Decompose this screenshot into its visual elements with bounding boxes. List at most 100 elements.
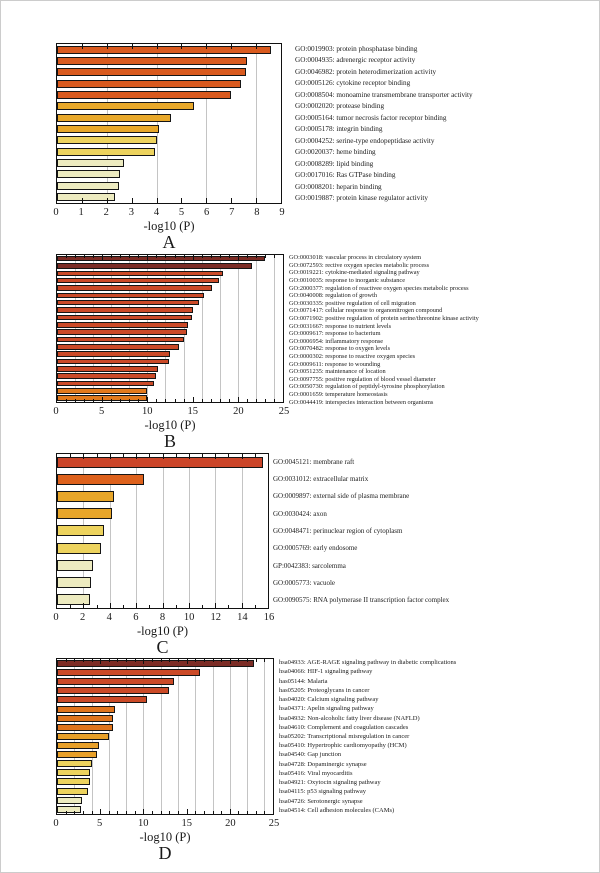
axis-tick-mark: [238, 811, 240, 814]
bar: [57, 696, 147, 704]
bar: [57, 102, 194, 111]
axis-tick-mark: [65, 659, 67, 662]
category-label: GO:0031667: response to nutrient levels: [289, 322, 599, 330]
axis-tick-mark: [186, 659, 188, 664]
category-label: GO:0019903: protein phosphatase binding: [295, 43, 599, 55]
axis-tick-mark: [156, 44, 158, 49]
bar: [57, 732, 109, 740]
axis-tick-mark: [75, 399, 77, 402]
bar: [57, 170, 121, 179]
axis-tick-mark: [192, 255, 194, 260]
category-label-text: GO:0072593: rective oxygen species metab…: [289, 261, 430, 269]
x-axis-tick-label: 10: [137, 818, 149, 829]
category-label: GO:0008201: heparin binding: [295, 181, 599, 193]
category-label: GO:0071417: cellular response to organon…: [289, 307, 599, 315]
category-label-text: GP:0042383: sarcolemma: [273, 561, 346, 570]
axis-tick-mark: [264, 399, 266, 402]
axis-tick-mark: [237, 397, 239, 402]
axis-tick-mark: [215, 454, 217, 459]
category-label-text: hsa05410: Hypertrophic cardiomyopathy (H…: [279, 742, 407, 750]
bar: [57, 760, 92, 768]
bar: [57, 285, 213, 291]
axis-tick-mark: [165, 399, 167, 402]
bar: [57, 147, 156, 156]
axis-tick-mark: [117, 811, 119, 814]
axis-tick-mark: [229, 659, 231, 664]
axis-tick-mark: [273, 399, 275, 402]
label-column: GO:0003018: vascular process in circulat…: [289, 254, 599, 406]
gridline: [183, 255, 185, 402]
axis-tick-mark: [177, 811, 179, 814]
category-label-text: GO:0048471: perinuclear region of cytopl…: [273, 526, 403, 535]
bar-row: [57, 723, 273, 732]
category-label: GO:0005769: early endosome: [273, 540, 599, 557]
category-label-text: has05205: Proteoglycans in cancer: [279, 686, 370, 694]
axis-tick-mark: [100, 659, 102, 664]
axis-tick-mark: [273, 255, 275, 258]
bar: [57, 388, 148, 394]
gridline: [147, 255, 149, 402]
x-axis-tick-label: 12: [210, 612, 222, 623]
x-axis-tick-label: 5: [96, 818, 103, 829]
category-label: GO:0070482: response to oxygen levels: [289, 345, 599, 353]
bar-row: [57, 255, 283, 262]
panel-letter: A: [162, 232, 176, 252]
category-label: hsa04933: AGE-RAGE signaling pathway in …: [279, 658, 599, 667]
axis-tick-mark: [134, 659, 136, 662]
axis-tick-mark: [206, 198, 208, 203]
bar: [57, 307, 193, 313]
bar-row: [57, 135, 281, 146]
axis-tick-mark: [188, 454, 190, 459]
bar: [57, 125, 160, 134]
category-label-text: GO:0009617: response to bacterium: [289, 330, 381, 338]
bar-row: [57, 262, 283, 269]
category-label: GO:0030424: axon: [273, 505, 599, 522]
bar-row: [57, 574, 268, 591]
axis-tick-mark: [66, 399, 68, 402]
bar: [57, 593, 90, 605]
axis-tick-mark: [212, 811, 214, 814]
category-label: hsa04726: Serotonergic synapse: [279, 797, 599, 806]
category-label-text: has04020: Calcium signaling pathway: [279, 696, 379, 704]
axis-tick-mark: [247, 659, 249, 662]
category-label: GO:0046982: protein heterodimerization a…: [295, 66, 599, 78]
bar-row: [57, 677, 273, 686]
bar: [57, 491, 114, 503]
axis-tick-mark: [96, 454, 98, 457]
category-label: GO:0019221: cytokine-mediated signaling …: [289, 269, 599, 277]
axis-tick-mark: [156, 399, 158, 402]
category-label: GP:0042383: sarcolemma: [273, 557, 599, 574]
x-axis-tick-label: 4: [153, 207, 160, 218]
axis-tick-mark: [203, 811, 205, 814]
category-label: hsa04371: Apelin signaling pathway: [279, 704, 599, 713]
axis-tick-mark: [238, 659, 240, 662]
axis-tick-mark: [149, 605, 151, 608]
category-label-text: GO:0002020: protease binding: [295, 102, 385, 111]
category-label-text: GO:0019887: protein kinase regulator act…: [295, 194, 428, 203]
category-label-text: hsa04371: Apelin signaling pathway: [279, 705, 374, 713]
bar-row: [57, 328, 283, 335]
axis-tick-mark: [136, 603, 138, 608]
category-label-text: GO:0005164: tumor necrosis factor recept…: [295, 113, 447, 122]
bar-row: [57, 796, 273, 805]
category-label-text: GO:2000377: regulation of reactivee oxyg…: [289, 284, 469, 292]
axis-tick-mark: [174, 255, 176, 258]
bar: [57, 373, 157, 379]
category-label: GO:0004935: adrenergic receptor activity: [295, 55, 599, 67]
bar-row: [57, 505, 268, 522]
bar-row: [57, 314, 283, 321]
bar-row: [57, 714, 273, 723]
axis-tick-mark: [255, 811, 257, 814]
category-label-text: GO:0071902: positive regulation of prote…: [289, 315, 479, 323]
bar: [57, 255, 265, 262]
category-label: GO:0009897: external side of plasma memb…: [273, 488, 599, 505]
x-axis-tick-label: 25: [278, 406, 290, 417]
bar-row: [57, 471, 268, 488]
x-axis-tick-label: 10: [183, 612, 195, 623]
bar: [57, 351, 170, 357]
gridline: [219, 255, 221, 402]
axis-tick-mark: [264, 255, 266, 258]
gridline: [241, 454, 243, 608]
axis-tick-mark: [131, 198, 133, 203]
category-label: GO:0008504: monoamine transmembrane tran…: [295, 89, 599, 101]
